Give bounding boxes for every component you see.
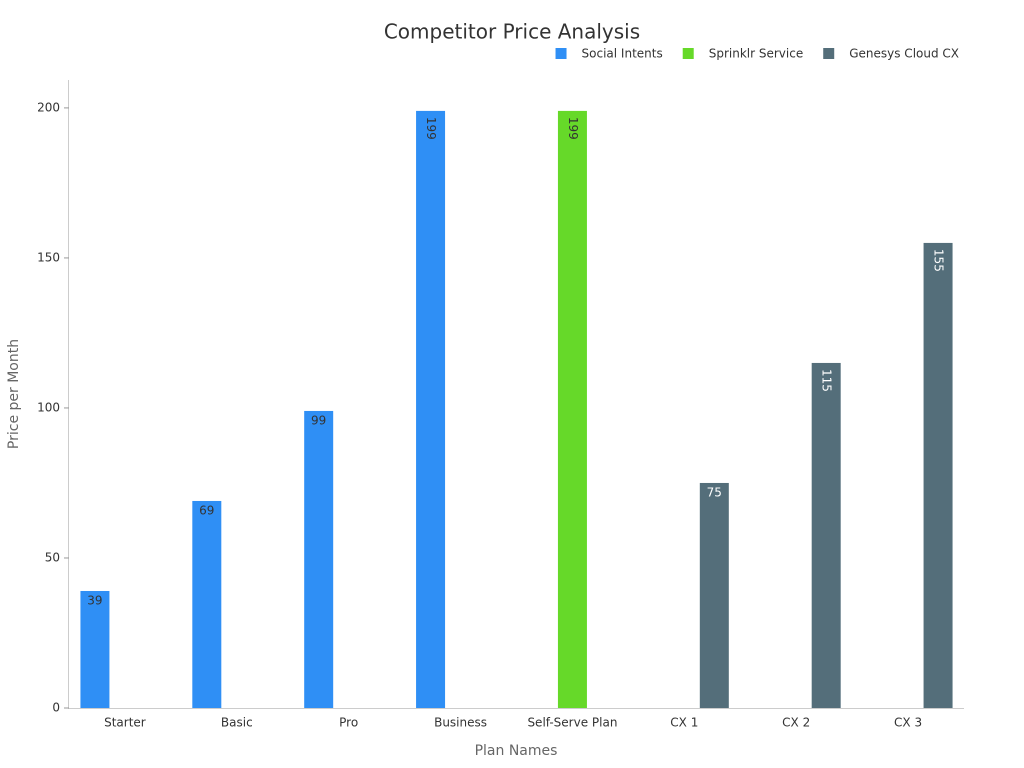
- legend-swatch: [682, 48, 694, 59]
- bar: [811, 362, 841, 708]
- legend-swatch: [555, 48, 567, 59]
- y-tick-label: 150: [37, 250, 60, 264]
- value-label: 115: [820, 369, 834, 392]
- bar: [80, 590, 110, 708]
- x-tick-label: Self-Serve Plan: [527, 716, 617, 730]
- bar: [557, 110, 587, 709]
- x-tick-label: CX 2: [782, 716, 810, 730]
- value-label: 75: [707, 485, 722, 499]
- x-tick-label: CX 1: [670, 716, 698, 730]
- y-tick-label: 100: [37, 400, 60, 414]
- bar: [699, 482, 729, 708]
- chart-title: Competitor Price Analysis: [384, 20, 640, 44]
- x-tick-label: Pro: [339, 716, 358, 730]
- bar: [192, 500, 222, 708]
- y-tick-label: 50: [45, 550, 60, 564]
- x-tick-label: Starter: [104, 716, 146, 730]
- value-label: 99: [311, 413, 326, 427]
- value-label: 69: [199, 503, 214, 517]
- value-label: 155: [932, 249, 946, 272]
- y-tick-label: 0: [52, 701, 60, 715]
- x-axis-title: Plan Names: [475, 743, 558, 759]
- x-tick-label: Basic: [221, 716, 253, 730]
- x-tick-label: Business: [434, 716, 487, 730]
- bar: [923, 242, 953, 708]
- y-axis-title: Price per Month: [6, 339, 22, 449]
- value-label: 199: [424, 117, 438, 140]
- value-label: 39: [87, 593, 102, 607]
- bar: [304, 410, 334, 708]
- legend-label: Genesys Cloud CX: [849, 47, 959, 61]
- value-label: 199: [566, 117, 580, 140]
- x-tick-label: CX 3: [894, 716, 922, 730]
- legend-label: Sprinklr Service: [709, 47, 804, 61]
- legend-swatch: [823, 48, 835, 59]
- legend-label: Social Intents: [582, 47, 663, 61]
- bar: [416, 110, 446, 709]
- y-tick-label: 200: [37, 100, 60, 114]
